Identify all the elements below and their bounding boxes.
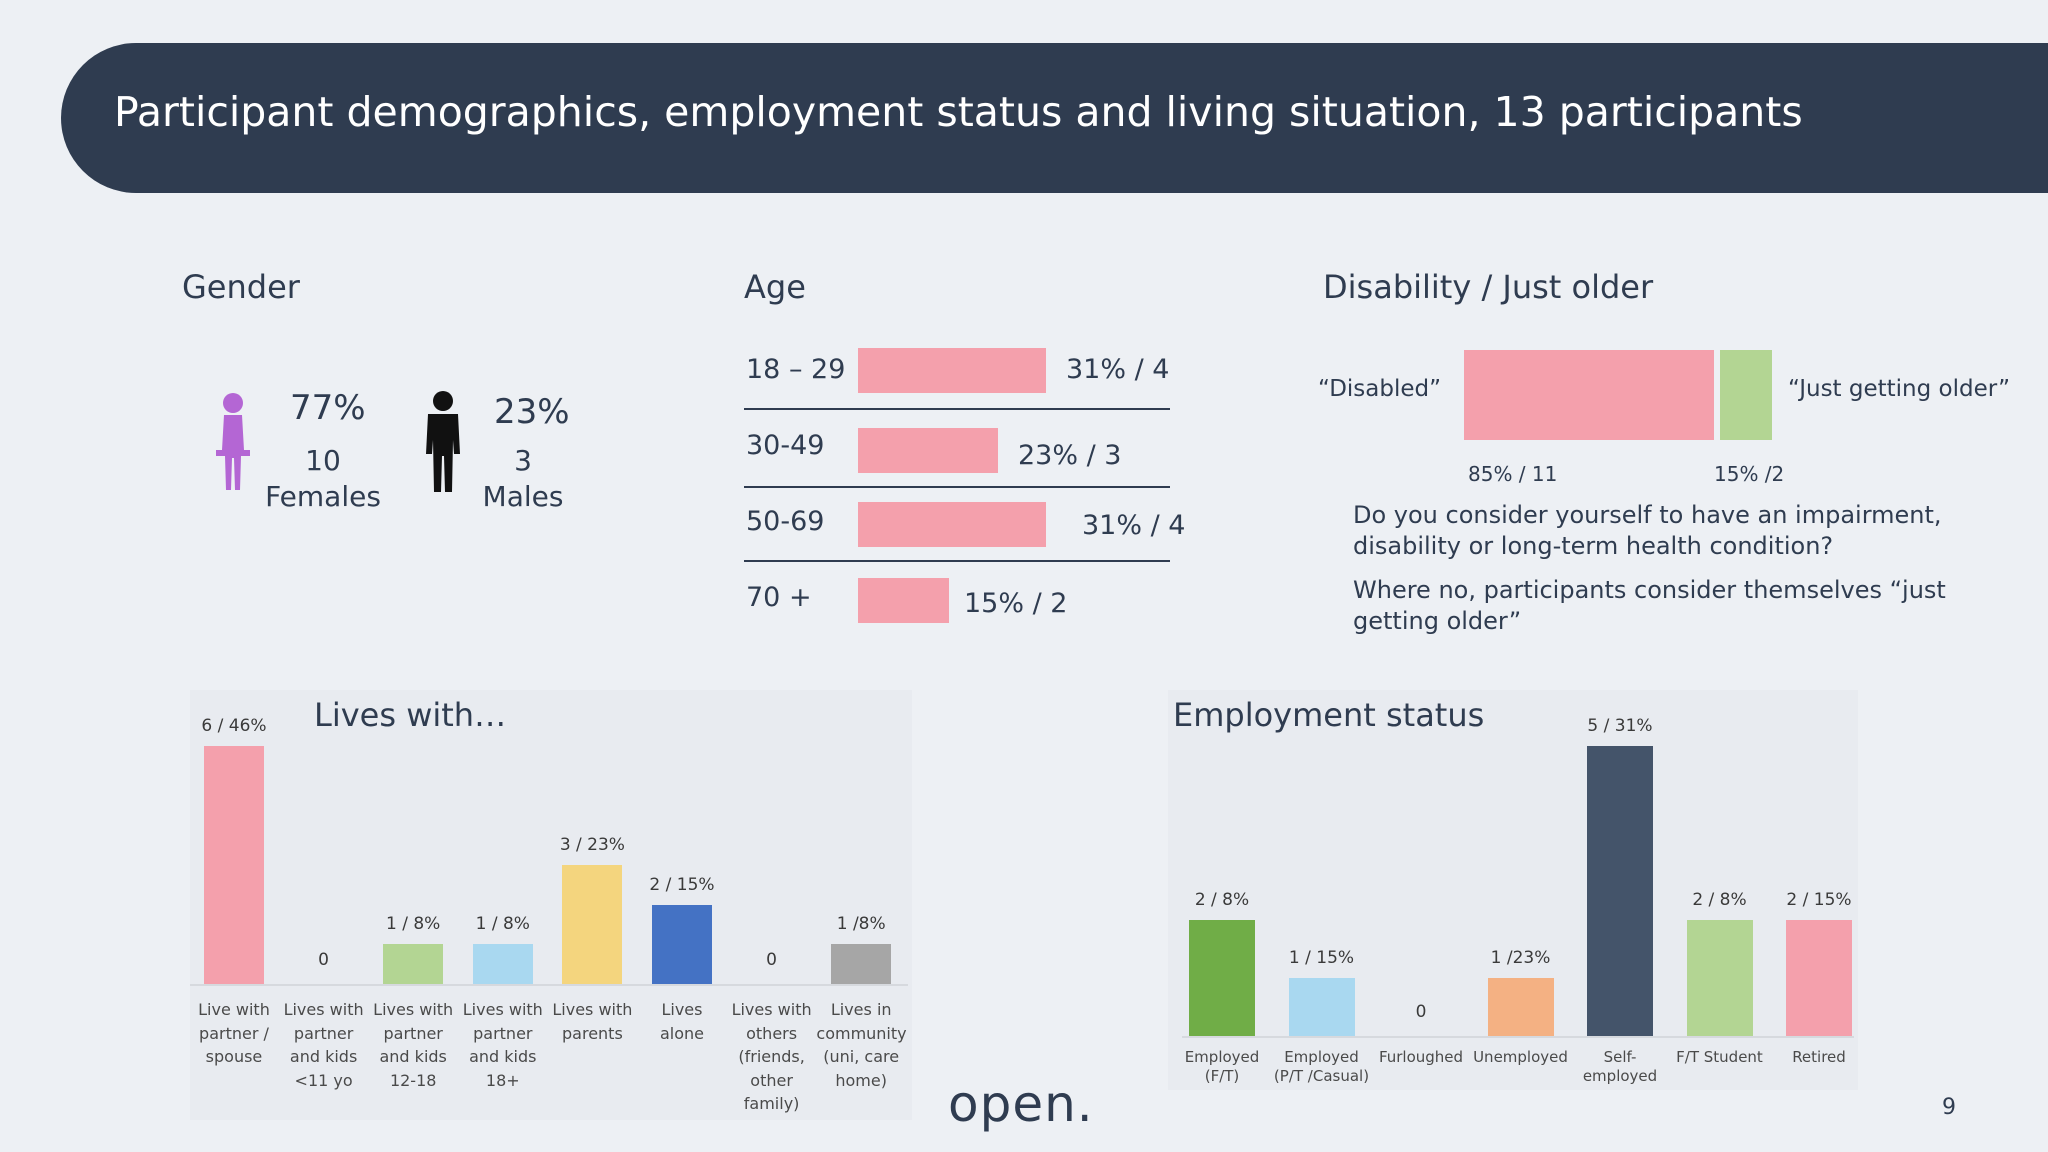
category-label: F/T Student (1676, 1048, 1763, 1066)
data-label: 0 (318, 950, 329, 970)
category-label: Lives with parents (552, 1000, 633, 1043)
header-banner (61, 43, 2048, 193)
age-value-2: 23% / 3 (1018, 440, 1122, 471)
age-value-3: 31% / 4 (1082, 510, 1186, 541)
data-label: 1 / 15% (1288, 948, 1355, 968)
category-label: Self-employed (1582, 1048, 1658, 1085)
just-older-label: “Just getting older” (1788, 376, 2011, 402)
open-logo: open. (948, 1075, 1094, 1133)
category-label: Furloughed (1378, 1048, 1464, 1066)
page-number: 9 (1942, 1095, 1956, 1120)
female-percent: 77% (290, 388, 366, 428)
lives-with-panel (190, 690, 912, 1120)
bar (1487, 978, 1554, 1036)
disabled-value: 85% / 11 (1468, 462, 1558, 486)
data-label: 1 /8% (836, 914, 886, 935)
age-value-4: 15% / 2 (964, 588, 1068, 619)
category-label: Lives with partner and kids 12-18 (373, 1000, 454, 1090)
category-label: Retired (1792, 1048, 1846, 1066)
just-older-value: 15% /2 (1714, 462, 1785, 486)
age-divider (744, 486, 1170, 488)
lives-with-axis (190, 984, 908, 986)
data-label: 1 / 8% (386, 914, 441, 935)
bar (472, 944, 533, 984)
age-bar-2 (858, 428, 998, 473)
data-label: 3 / 23% (559, 835, 625, 855)
age-divider (744, 560, 1170, 562)
lives-with-title: Lives with… (314, 696, 507, 734)
category-label: Employed (F/T) (1184, 1048, 1260, 1085)
gender-title: Gender (182, 268, 300, 306)
data-label: 2 / 15% (649, 874, 715, 895)
category-label: Live with partner / spouse (198, 1000, 270, 1066)
category-label: Lives with partner and kids <11 yo (283, 1000, 364, 1090)
disabled-bar (1464, 350, 1714, 440)
disability-question: Do you consider yourself to have an impa… (1353, 501, 1942, 560)
age-label-4: 70 + (746, 582, 812, 613)
bar (1288, 978, 1355, 1036)
male-icon (426, 391, 460, 492)
age-bar-1 (858, 348, 1046, 393)
female-label: Females (265, 480, 381, 513)
data-label: 2 / 15% (1786, 890, 1852, 910)
page-title: Participant demographics, employment sta… (114, 88, 1803, 136)
data-label: 5 / 31% (1587, 716, 1653, 736)
female-icon (216, 393, 250, 490)
bar (652, 904, 712, 984)
age-label-3: 50-69 (746, 506, 825, 537)
data-label: 2 / 8% (1194, 890, 1250, 910)
bar (1189, 920, 1255, 1036)
data-label: 1 /23% (1490, 948, 1551, 968)
just-older-bar (1720, 350, 1772, 440)
bar (562, 865, 623, 984)
disability-title: Disability / Just older (1323, 268, 1654, 306)
male-label: Males (482, 480, 564, 513)
bar (1786, 920, 1852, 1036)
bar (204, 746, 264, 984)
age-title: Age (744, 268, 806, 306)
bar (1587, 746, 1653, 1036)
age-divider (744, 408, 1170, 410)
bar (383, 944, 444, 984)
disability-note: Where no, participants consider themselv… (1353, 576, 1946, 635)
age-label-2: 30-49 (746, 430, 825, 461)
employment-axis (1182, 1036, 1854, 1038)
category-label: Unemployed (1473, 1048, 1568, 1066)
data-label: 0 (1415, 1002, 1427, 1022)
disabled-label: “Disabled” (1318, 376, 1442, 402)
category-label: Lives alone (659, 1000, 704, 1043)
male-percent: 23% (494, 392, 570, 432)
male-count: 3 (514, 444, 532, 477)
category-label: Lives in community (uni, care home) (816, 1000, 907, 1090)
bar (831, 944, 892, 984)
age-value-1: 31% / 4 (1066, 354, 1170, 385)
data-label: 2 / 8% (1692, 890, 1747, 910)
female-count: 10 (305, 444, 341, 477)
employment-title: Employment status (1173, 696, 1485, 734)
category-label: Lives with others (friends, other family… (731, 1000, 812, 1113)
data-label: 0 (766, 950, 777, 970)
bar (1686, 920, 1753, 1036)
category-label: Lives with partner and kids 18+ (462, 1000, 543, 1090)
category-label: Employed (P/T /Casual) (1273, 1048, 1370, 1085)
age-label-1: 18 – 29 (746, 354, 846, 385)
age-bar-4 (858, 578, 949, 623)
age-bar-3 (858, 502, 1046, 547)
data-label: 1 / 8% (475, 914, 530, 935)
data-label: 6 / 46% (201, 716, 267, 736)
